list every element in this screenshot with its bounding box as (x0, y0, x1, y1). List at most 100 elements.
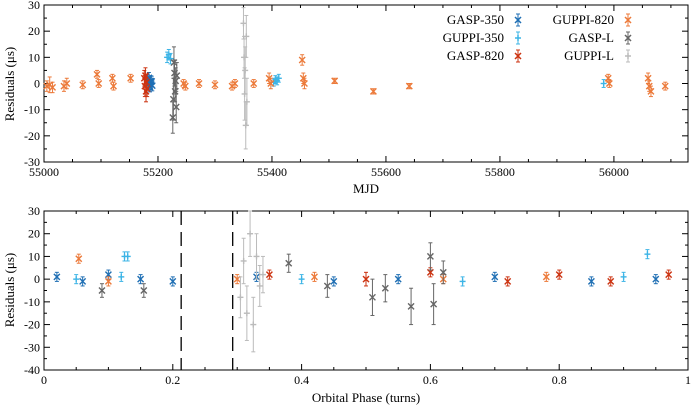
legend-label: GASP-L (568, 30, 614, 45)
bottom-point-gasp-350 (491, 271, 499, 282)
top-point-guppi-820 (661, 81, 669, 91)
bottom-point-gasp-l (407, 287, 415, 326)
bottom-point-guppi-l (247, 210, 254, 257)
bottom-point-guppi-350 (124, 251, 131, 262)
top-xlabel: MJD (353, 181, 379, 196)
bottom-point-guppi-820 (310, 271, 318, 282)
bottom-point-gasp-350 (137, 274, 145, 285)
top-point-guppi-820 (108, 73, 116, 83)
bottom-point-gasp-820 (665, 269, 673, 280)
bottom-point-gasp-820 (607, 276, 615, 287)
bottom-point-guppi-820 (75, 253, 83, 264)
top-ytick-label: 20 (28, 24, 40, 38)
eclipse-boundary-lines (180, 211, 234, 370)
bottom-point-guppi-350 (73, 274, 80, 285)
bottom-point-guppi-350 (118, 271, 125, 282)
bottom-point-gasp-820 (362, 271, 370, 287)
top-ylabel: Residuals (μs) (2, 47, 17, 122)
top-point-guppi-820 (267, 77, 275, 90)
legend-label: GUPPI-350 (443, 30, 504, 45)
bottom-ytick-label: 10 (28, 249, 40, 263)
legend-label: GASP-350 (447, 12, 504, 27)
top-point-gasp-l (173, 62, 181, 90)
top-axis-ticks: -30 -20 -10 0 10 20 30 55000 55200 55400 55600 5580… (24, 0, 688, 179)
top-point-guppi-820 (110, 81, 118, 91)
bottom-xtick-label: 0.2 (165, 373, 180, 387)
bottom-xtick-label: 0.6 (423, 373, 438, 387)
bottom-xtick-label: 0.4 (294, 373, 309, 387)
bottom-point-guppi-820 (104, 276, 112, 287)
bottom-point-gasp-820 (265, 269, 273, 280)
legend: GASP-350 GUPPI-350 GASP-820 GUPPI-820 GASP-L… (443, 12, 632, 63)
bottom-plot-frame (43, 210, 689, 371)
phase-residuals-panel: -40 -30 -20 -10 0 10 20 30 0 0.2 0.4 0.6 0.8 1 Orbita… (2, 204, 691, 405)
legend-label: GUPPI-820 (553, 12, 614, 27)
bottom-point-guppi-l (250, 296, 257, 353)
top-point-guppi-820 (79, 80, 87, 90)
bottom-ytick-label: 30 (28, 204, 40, 218)
top-xtick-label: 55600 (371, 165, 401, 179)
bottom-ytick-label: -40 (24, 363, 40, 377)
legend-label: GUPPI-L (564, 48, 614, 63)
top-point-guppi-350 (275, 73, 282, 83)
top-point-guppi-820 (647, 85, 655, 98)
mjd-residuals-panel: -30 -20 -10 0 10 20 30 55000 55200 55400 55600 5580… (2, 0, 689, 196)
bottom-point-gasp-350 (587, 276, 595, 287)
top-point-guppi-820 (644, 72, 652, 84)
bottom-point-gasp-l (439, 260, 447, 285)
bottom-point-gasp-350 (394, 274, 402, 285)
top-point-guppi-l (243, 77, 250, 126)
top-point-guppi-l (243, 14, 250, 58)
top-point-guppi-820 (605, 79, 613, 88)
top-point-gasp-l (172, 90, 180, 124)
bottom-xtick-label: 0.8 (552, 373, 567, 387)
top-point-guppi-350 (600, 79, 607, 88)
bottom-point-guppi-820 (542, 271, 550, 282)
legend-marker (515, 31, 521, 45)
bottom-point-gasp-l (368, 278, 376, 316)
bottom-point-gasp-l (285, 253, 293, 273)
bottom-point-guppi-350 (298, 274, 305, 285)
top-point-guppi-820 (298, 54, 306, 66)
top-xtick-label: 55000 (29, 165, 59, 179)
top-ytick-label: -10 (24, 103, 40, 117)
bottom-data-marks (53, 210, 673, 353)
top-ytick-label: 0 (34, 77, 40, 91)
bottom-point-guppi-l (237, 276, 244, 319)
legend-marker (514, 49, 522, 63)
top-xtick-label: 55200 (143, 165, 173, 179)
bottom-point-gasp-350 (330, 276, 338, 287)
top-point-guppi-820 (181, 81, 189, 91)
top-point-gasp-l (172, 67, 180, 95)
top-point-gasp-350 (148, 79, 156, 92)
top-point-guppi-820 (93, 69, 101, 79)
bottom-point-gasp-820 (555, 269, 563, 280)
bottom-point-gasp-820 (504, 276, 512, 287)
top-xtick-label: 55800 (485, 165, 515, 179)
top-ytick-label: -20 (24, 129, 40, 143)
bottom-point-guppi-350 (644, 249, 651, 260)
bottom-ytick-label: 20 (28, 227, 40, 241)
top-point-gasp-820 (143, 80, 151, 98)
bottom-point-gasp-350 (79, 276, 87, 287)
bottom-xlabel: Orbital Phase (turns) (312, 390, 420, 405)
top-point-guppi-820 (604, 73, 612, 83)
bottom-ytick-label: -20 (24, 318, 40, 332)
legend-marker (514, 13, 522, 27)
bottom-point-gasp-l (430, 283, 438, 326)
top-point-guppi-820 (369, 87, 377, 95)
top-point-guppi-820 (405, 82, 413, 90)
bottom-point-guppi-350 (459, 276, 466, 287)
bottom-xtick-label: 0 (41, 373, 47, 387)
top-point-guppi-820 (250, 79, 258, 88)
top-ytick-label: 30 (28, 0, 40, 12)
bottom-point-guppi-350 (620, 271, 627, 282)
bottom-ytick-label: -30 (24, 340, 40, 354)
top-point-guppi-l (240, 7, 247, 40)
bottom-point-guppi-l (240, 237, 247, 285)
top-ytick-label: 10 (28, 50, 40, 64)
top-data-marks (43, 7, 669, 150)
bottom-point-gasp-l (426, 242, 434, 271)
legend-label: GASP-820 (447, 48, 504, 63)
top-point-guppi-820 (231, 79, 239, 88)
